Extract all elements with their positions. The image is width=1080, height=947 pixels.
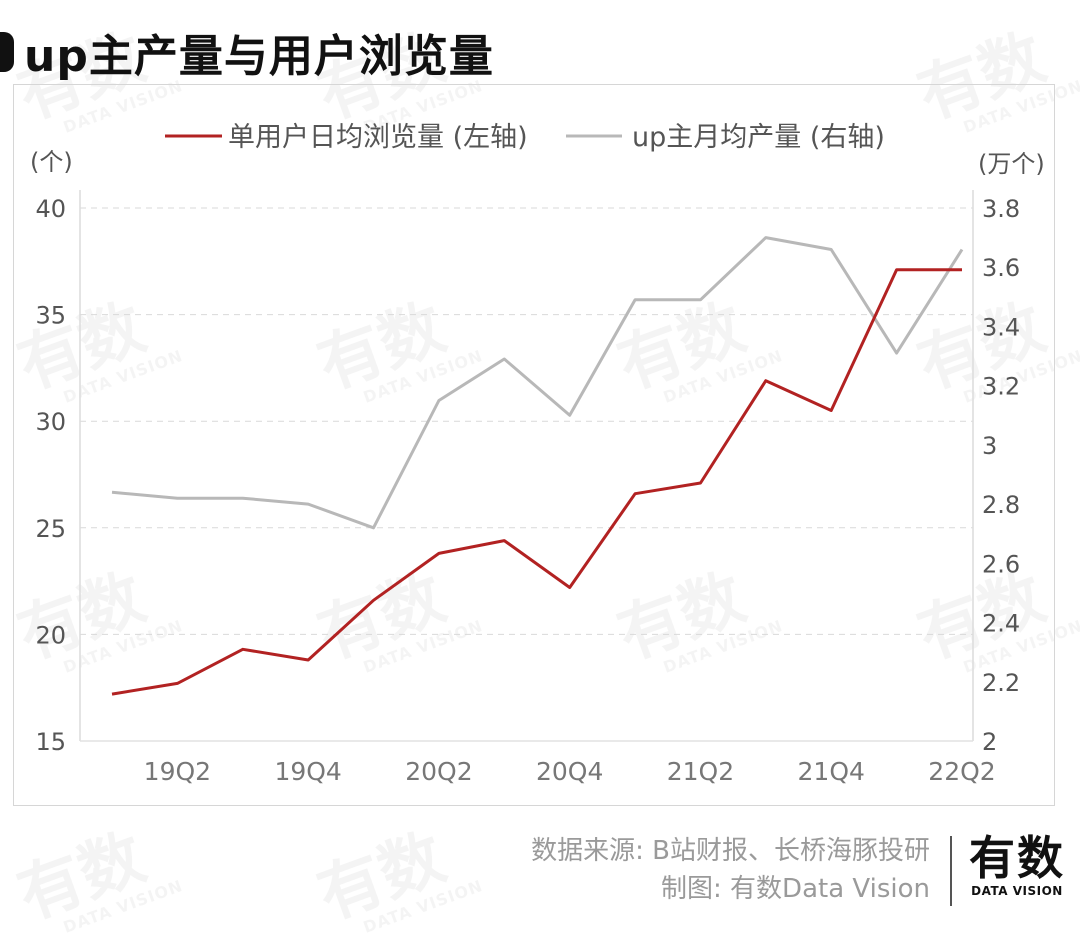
title-marker-icon xyxy=(0,32,14,72)
footer-source: 数据来源: B站财报、长桥海豚投研 制图: 有数Data Vision xyxy=(531,832,930,908)
right-tick-label: 2.4 xyxy=(982,610,1020,638)
left-tick-label: 25 xyxy=(35,515,66,543)
right-tick-label: 3.8 xyxy=(982,195,1020,223)
x-tick-label: 20Q4 xyxy=(536,757,603,786)
legend-label-right-series: up主月均产量 (右轴) xyxy=(632,122,885,153)
gridlines xyxy=(80,207,973,635)
right-tick-label: 3.6 xyxy=(982,254,1020,282)
right-tick-label: 2.8 xyxy=(982,491,1020,519)
legend-label-left-series: 单用户日均浏览量 (左轴) xyxy=(228,122,528,153)
right-tick-label: 3.2 xyxy=(982,373,1020,401)
x-tick-label: 19Q2 xyxy=(144,757,211,786)
left-tick-label: 30 xyxy=(35,408,66,436)
series-line-daily-views-per-user xyxy=(111,268,962,696)
right-axis-ticks: 3.8 3.6 3.4 3.2 3 2.8 2.6 2.4 2.2 2 xyxy=(982,195,1020,756)
x-tick-label: 21Q4 xyxy=(798,757,865,786)
left-tick-label: 35 xyxy=(35,302,66,330)
left-tick-label: 15 xyxy=(35,728,66,756)
left-axis-unit: (个) xyxy=(30,148,73,176)
logo-en-text: DATA VISION xyxy=(971,884,1063,898)
right-tick-label: 3.4 xyxy=(982,313,1020,341)
credit-text: 制图: 有数Data Vision xyxy=(661,874,930,904)
right-tick-label: 2 xyxy=(982,728,997,756)
chart-title-bar: up主产量与用户浏览量 xyxy=(0,22,494,82)
x-tick-label: 19Q4 xyxy=(274,757,341,786)
x-axis-ticks: 19Q2 19Q4 20Q2 20Q4 21Q2 21Q4 22Q2 xyxy=(144,757,996,786)
x-tick-label: 22Q2 xyxy=(928,757,995,786)
logo-cn-text: 有数 xyxy=(969,831,1065,885)
footer-divider xyxy=(950,836,952,906)
right-tick-label: 2.2 xyxy=(982,669,1020,697)
legend: 单用户日均浏览量 (左轴) up主月均产量 (右轴) xyxy=(165,122,885,153)
chart-title: up主产量与用户浏览量 xyxy=(24,31,494,82)
source-text: 数据来源: B站财报、长桥海豚投研 xyxy=(531,836,930,866)
x-tick-label: 20Q2 xyxy=(405,757,472,786)
brand-logo: 有数 DATA VISION xyxy=(962,832,1072,898)
series-line-up-monthly-output xyxy=(111,236,964,530)
left-tick-label: 20 xyxy=(35,621,66,649)
x-tick-label: 21Q2 xyxy=(667,757,734,786)
left-axis-ticks: 40 35 30 25 20 15 xyxy=(35,195,66,756)
chart-frame xyxy=(13,84,1055,806)
right-tick-label: 3 xyxy=(982,432,997,460)
right-tick-label: 2.6 xyxy=(982,550,1020,578)
left-tick-label: 40 xyxy=(35,195,66,223)
right-axis-unit: (万个) xyxy=(978,150,1045,178)
